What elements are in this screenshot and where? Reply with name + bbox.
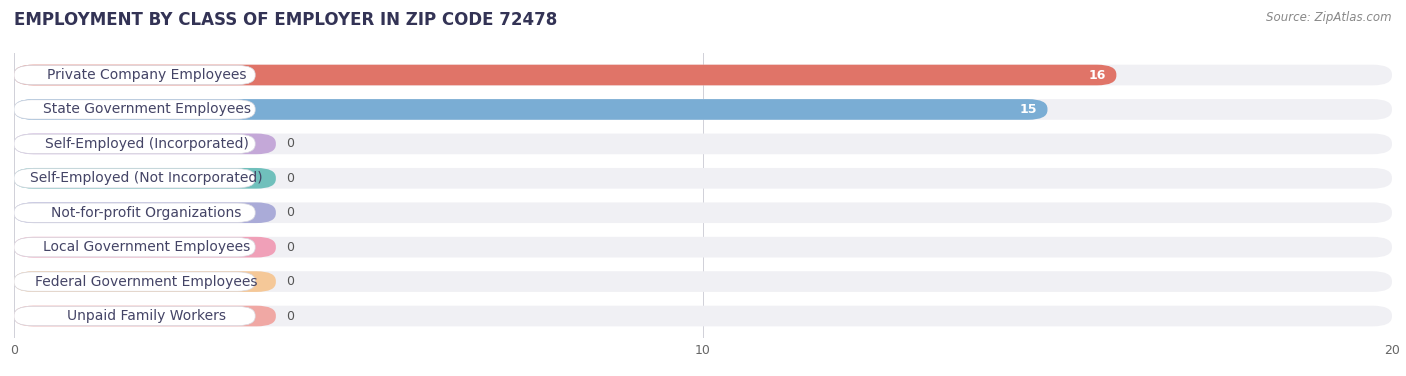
Text: EMPLOYMENT BY CLASS OF EMPLOYER IN ZIP CODE 72478: EMPLOYMENT BY CLASS OF EMPLOYER IN ZIP C… (14, 11, 557, 29)
FancyBboxPatch shape (14, 271, 1392, 292)
FancyBboxPatch shape (14, 168, 1392, 189)
FancyBboxPatch shape (14, 133, 276, 154)
Text: 0: 0 (287, 241, 294, 254)
FancyBboxPatch shape (14, 237, 276, 258)
FancyBboxPatch shape (14, 134, 256, 153)
Text: 0: 0 (287, 172, 294, 185)
Text: 16: 16 (1088, 68, 1107, 82)
Text: Not-for-profit Organizations: Not-for-profit Organizations (52, 206, 242, 220)
FancyBboxPatch shape (14, 238, 256, 257)
Text: 0: 0 (287, 206, 294, 219)
FancyBboxPatch shape (14, 65, 256, 85)
FancyBboxPatch shape (14, 272, 256, 291)
FancyBboxPatch shape (14, 202, 1392, 223)
Text: State Government Employees: State Government Employees (42, 102, 250, 117)
Text: Federal Government Employees: Federal Government Employees (35, 274, 257, 289)
FancyBboxPatch shape (14, 203, 256, 222)
FancyBboxPatch shape (14, 306, 1392, 326)
FancyBboxPatch shape (14, 306, 276, 326)
Text: Self-Employed (Incorporated): Self-Employed (Incorporated) (45, 137, 249, 151)
FancyBboxPatch shape (14, 169, 256, 188)
Text: Self-Employed (Not Incorporated): Self-Employed (Not Incorporated) (31, 171, 263, 185)
FancyBboxPatch shape (14, 168, 276, 189)
FancyBboxPatch shape (14, 306, 256, 326)
Text: 0: 0 (287, 309, 294, 323)
FancyBboxPatch shape (14, 100, 256, 119)
Text: 0: 0 (287, 275, 294, 288)
FancyBboxPatch shape (14, 65, 1116, 85)
FancyBboxPatch shape (14, 99, 1392, 120)
Text: Local Government Employees: Local Government Employees (44, 240, 250, 254)
FancyBboxPatch shape (14, 99, 1047, 120)
Text: Private Company Employees: Private Company Employees (46, 68, 246, 82)
Text: 0: 0 (287, 137, 294, 150)
Text: 15: 15 (1019, 103, 1038, 116)
FancyBboxPatch shape (14, 202, 276, 223)
FancyBboxPatch shape (14, 271, 276, 292)
FancyBboxPatch shape (14, 65, 1392, 85)
Text: Unpaid Family Workers: Unpaid Family Workers (67, 309, 226, 323)
FancyBboxPatch shape (14, 237, 1392, 258)
Text: Source: ZipAtlas.com: Source: ZipAtlas.com (1267, 11, 1392, 24)
FancyBboxPatch shape (14, 133, 1392, 154)
